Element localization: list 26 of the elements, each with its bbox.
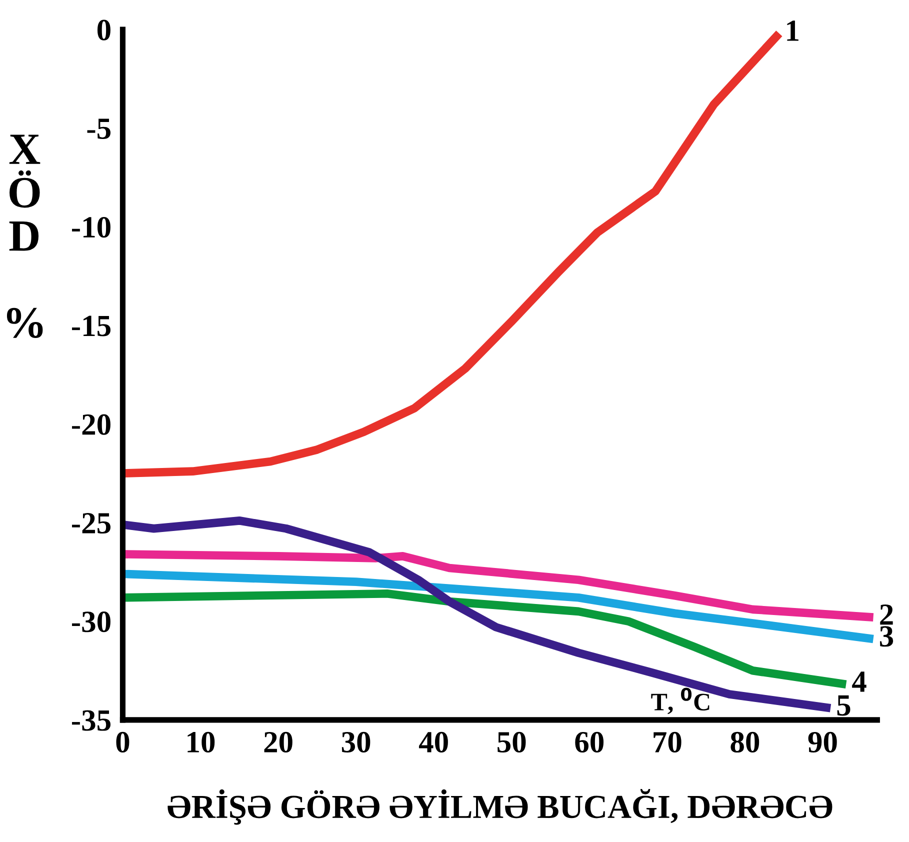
x-tick-label: 70 bbox=[654, 732, 682, 753]
series-label: 5 bbox=[837, 695, 850, 716]
annotation: T, $^{0}$C bbox=[651, 688, 710, 714]
x-tick-label: 40 bbox=[418, 732, 448, 753]
x-tick-label: 90 bbox=[808, 732, 837, 753]
series-label: 4 bbox=[852, 672, 866, 692]
text: XÖD % bbox=[6, 134, 43, 338]
y-tick-label: -15 bbox=[72, 316, 110, 336]
y-tick-label: -30 bbox=[72, 612, 110, 632]
y-tick-label: -25 bbox=[72, 513, 110, 534]
series-label: 2 bbox=[880, 604, 893, 625]
y-tick-label: -20 bbox=[72, 414, 110, 435]
series-label: 3 bbox=[880, 626, 894, 647]
x-tick-label: 80 bbox=[730, 732, 760, 753]
series-label: 1 bbox=[787, 20, 798, 41]
x-tick-label: 20 bbox=[264, 732, 292, 753]
y-tick-label: 0 bbox=[97, 20, 110, 40]
y-tick-label: -10 bbox=[72, 217, 110, 238]
x-tick-label: 30 bbox=[342, 732, 370, 753]
x-tick-label: 0 bbox=[116, 732, 130, 753]
x-tick-label: 10 bbox=[188, 732, 215, 753]
x-axis-title: ƏRİŞƏ GÖRƏ ƏYİLMƏ BUCAĞI, DƏRƏCƏ bbox=[168, 789, 832, 825]
y-tick-label: -35 bbox=[72, 710, 110, 731]
x-tick-label: 60 bbox=[575, 732, 604, 753]
x-tick-label: 50 bbox=[498, 732, 526, 753]
y-tick-label: -5 bbox=[87, 118, 110, 140]
